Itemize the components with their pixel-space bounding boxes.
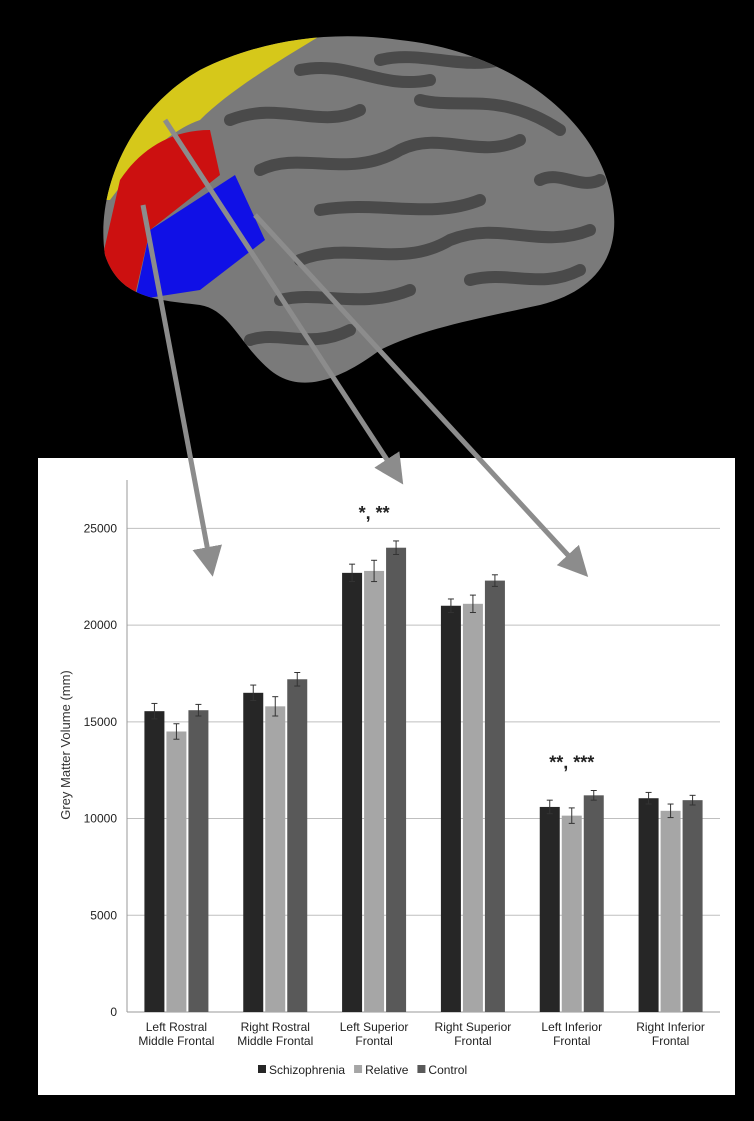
- y-tick-label: 15000: [84, 715, 118, 729]
- x-tick-label: Left Rostral Middle Frontal: [128, 1020, 224, 1048]
- bar: [683, 800, 703, 1012]
- bar: [166, 731, 186, 1012]
- bar: [364, 571, 384, 1012]
- x-tick-label: Left Inferior Frontal: [524, 1020, 620, 1048]
- bar: [661, 811, 681, 1012]
- annotation: *, **: [359, 503, 390, 523]
- bar: [287, 679, 307, 1012]
- y-tick-label: 0: [110, 1005, 117, 1019]
- bar: [463, 604, 483, 1012]
- bar: [639, 798, 659, 1012]
- legend-swatch: [354, 1065, 362, 1073]
- y-tick-label: 10000: [84, 812, 118, 826]
- figure-canvas: 0 5000 10000 15000 20000 25000 *, ** **, *** Sch…: [0, 0, 754, 1121]
- bar: [562, 816, 582, 1012]
- annotation: **, ***: [549, 752, 594, 772]
- bar: [243, 693, 263, 1012]
- legend-swatch: [417, 1065, 425, 1073]
- bar: [540, 807, 560, 1012]
- bar: [485, 581, 505, 1012]
- x-tick-label: Left Superior Frontal: [326, 1020, 422, 1048]
- bar: [188, 710, 208, 1012]
- x-tick-label: Right Rostral Middle Frontal: [227, 1020, 323, 1048]
- legend-label: Relative: [365, 1063, 409, 1077]
- bar: [342, 573, 362, 1012]
- legend-label: Control: [428, 1063, 467, 1077]
- y-tick-label: 25000: [84, 521, 118, 535]
- y-tick-label: 20000: [84, 618, 118, 632]
- bar: [441, 606, 461, 1012]
- bar: [386, 548, 406, 1012]
- x-tick-label: Right Inferior Frontal: [623, 1020, 719, 1048]
- x-tick-label: Right Superior Frontal: [425, 1020, 521, 1048]
- y-axis-label: Grey Matter Volume (mm): [58, 670, 73, 820]
- figure: 0 5000 10000 15000 20000 25000 *, ** **, *** Sch…: [0, 0, 754, 1121]
- legend-label: Schizophrenia: [269, 1063, 345, 1077]
- legend-swatch: [258, 1065, 266, 1073]
- y-tick-label: 5000: [90, 908, 117, 922]
- bar: [584, 795, 604, 1012]
- bar: [265, 706, 285, 1012]
- bar: [144, 711, 164, 1012]
